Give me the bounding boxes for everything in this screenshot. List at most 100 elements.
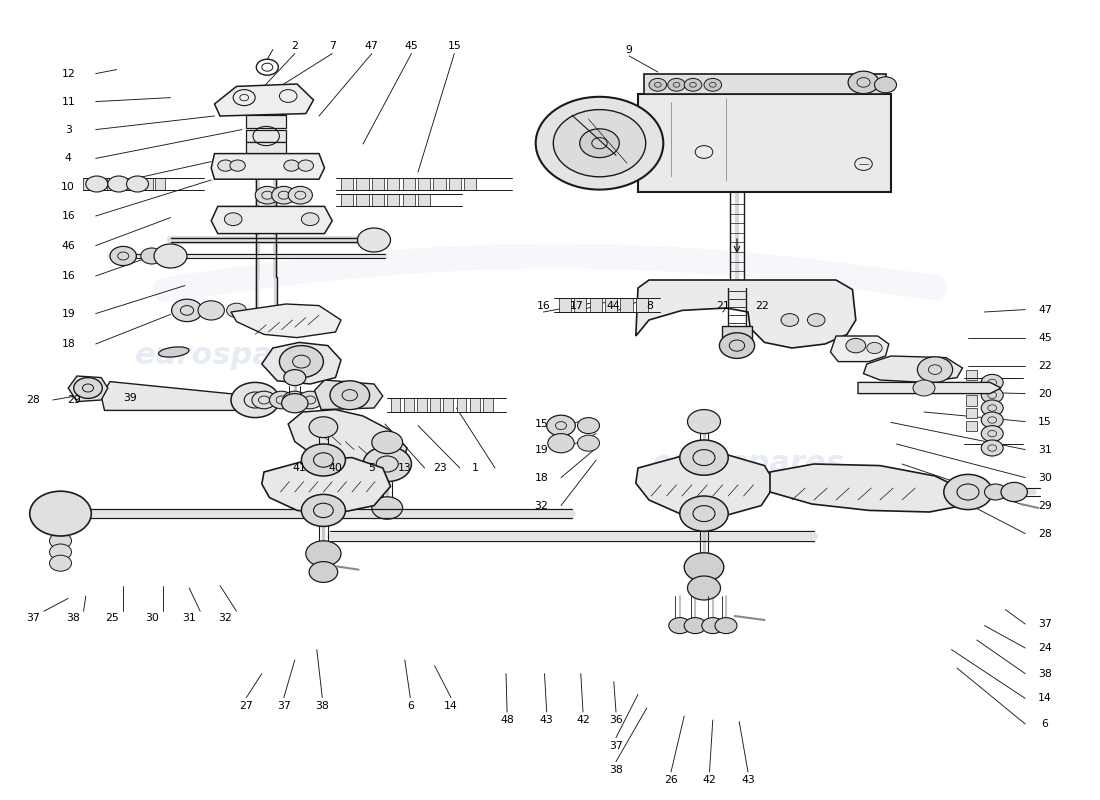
Bar xyxy=(966,370,977,380)
Text: 6: 6 xyxy=(1042,719,1048,729)
Circle shape xyxy=(981,426,1003,442)
Circle shape xyxy=(547,415,575,436)
Bar xyxy=(470,398,480,412)
Circle shape xyxy=(553,110,646,177)
Text: 30: 30 xyxy=(1038,473,1052,482)
Circle shape xyxy=(309,417,338,438)
Text: 4: 4 xyxy=(65,154,72,163)
Circle shape xyxy=(301,494,345,526)
Circle shape xyxy=(536,97,663,190)
Text: 3: 3 xyxy=(65,125,72,134)
Circle shape xyxy=(704,78,722,91)
Bar xyxy=(356,178,369,190)
Circle shape xyxy=(781,314,799,326)
Circle shape xyxy=(272,186,296,204)
Circle shape xyxy=(984,484,1006,500)
Circle shape xyxy=(848,71,879,94)
Text: 28: 28 xyxy=(26,395,40,405)
Bar xyxy=(433,178,446,190)
Circle shape xyxy=(981,400,1003,416)
Text: 19: 19 xyxy=(62,309,75,318)
Bar xyxy=(119,178,129,190)
Bar xyxy=(387,194,399,206)
Circle shape xyxy=(284,370,306,386)
Text: 47: 47 xyxy=(365,41,378,50)
Circle shape xyxy=(231,382,279,418)
Circle shape xyxy=(298,391,322,409)
Bar xyxy=(620,298,632,312)
Text: 9: 9 xyxy=(626,45,632,54)
Circle shape xyxy=(301,213,319,226)
Text: 20: 20 xyxy=(1038,389,1052,398)
Circle shape xyxy=(330,381,370,410)
Circle shape xyxy=(126,176,148,192)
Circle shape xyxy=(358,228,390,252)
Text: 40: 40 xyxy=(329,463,342,473)
Text: 16: 16 xyxy=(62,271,75,281)
Circle shape xyxy=(309,562,338,582)
Text: 41: 41 xyxy=(293,463,306,473)
Text: 39: 39 xyxy=(123,393,136,402)
Polygon shape xyxy=(770,464,968,512)
Bar xyxy=(341,178,353,190)
Circle shape xyxy=(874,77,896,93)
Text: 16: 16 xyxy=(537,301,550,310)
Circle shape xyxy=(372,431,403,454)
Circle shape xyxy=(50,555,72,571)
Text: 21: 21 xyxy=(716,301,729,310)
Bar xyxy=(107,178,117,190)
Polygon shape xyxy=(68,376,108,402)
Circle shape xyxy=(172,299,202,322)
Circle shape xyxy=(688,576,720,600)
Bar xyxy=(483,398,493,412)
Polygon shape xyxy=(864,356,962,382)
Text: 42: 42 xyxy=(576,715,590,725)
Text: 27: 27 xyxy=(240,701,253,710)
Bar xyxy=(417,398,427,412)
Circle shape xyxy=(218,160,233,171)
Text: 14: 14 xyxy=(444,701,458,710)
Circle shape xyxy=(50,533,72,549)
Text: 32: 32 xyxy=(219,613,232,622)
Bar xyxy=(246,115,286,128)
Circle shape xyxy=(154,244,187,268)
Circle shape xyxy=(298,160,314,171)
Text: 37: 37 xyxy=(1038,619,1052,629)
Text: 46: 46 xyxy=(62,241,75,250)
Text: 38: 38 xyxy=(1038,669,1052,678)
Circle shape xyxy=(50,522,72,538)
Circle shape xyxy=(578,418,600,434)
Circle shape xyxy=(917,357,953,382)
Bar xyxy=(966,395,977,406)
Text: 47: 47 xyxy=(1038,305,1052,314)
Bar xyxy=(403,194,415,206)
Polygon shape xyxy=(262,458,390,514)
Bar xyxy=(636,298,648,312)
Polygon shape xyxy=(231,304,341,338)
Bar xyxy=(372,178,384,190)
Text: 31: 31 xyxy=(1038,445,1052,454)
Polygon shape xyxy=(830,336,889,362)
Bar xyxy=(722,326,752,342)
Circle shape xyxy=(981,412,1003,428)
Bar xyxy=(404,398,414,412)
Text: 6: 6 xyxy=(407,701,414,710)
Bar xyxy=(638,94,891,192)
Circle shape xyxy=(981,387,1003,403)
Circle shape xyxy=(846,338,866,353)
Circle shape xyxy=(270,391,294,409)
Circle shape xyxy=(715,618,737,634)
Text: 1: 1 xyxy=(472,463,478,473)
Bar xyxy=(644,74,886,94)
Bar xyxy=(390,398,400,412)
Text: 42: 42 xyxy=(703,775,716,785)
Text: 25: 25 xyxy=(106,613,119,622)
Circle shape xyxy=(86,176,108,192)
Bar xyxy=(341,194,353,206)
Text: 45: 45 xyxy=(405,41,418,50)
Circle shape xyxy=(913,380,935,396)
Text: 48: 48 xyxy=(500,715,514,725)
Text: 37: 37 xyxy=(277,701,290,710)
Bar xyxy=(143,178,153,190)
Bar xyxy=(82,178,92,190)
